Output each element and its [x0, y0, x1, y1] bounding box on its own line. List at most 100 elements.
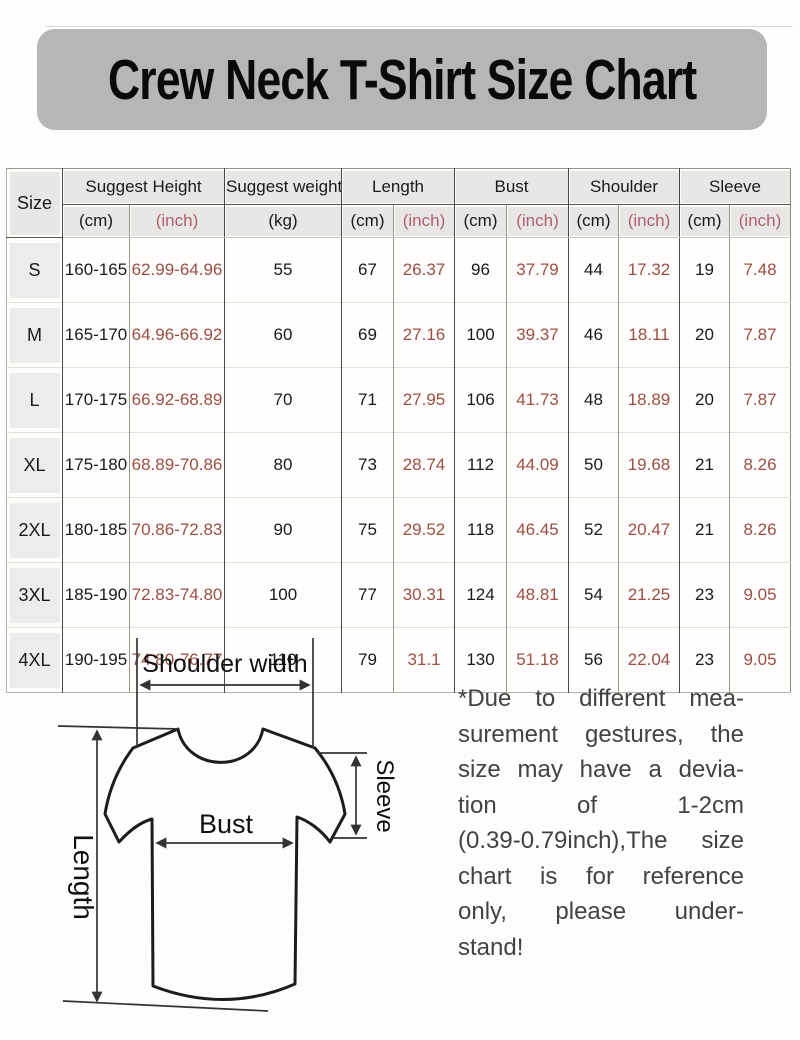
note-line: chart is for reference [458, 862, 744, 890]
size-cell: L [6, 367, 63, 433]
size-cell: M [6, 302, 63, 368]
value-cell: 175-180 [62, 432, 130, 498]
value-cell: 8.26 [728, 497, 791, 563]
value-cell: 124 [454, 562, 507, 628]
value-cell: 165-170 [62, 302, 130, 368]
unit-shoulder-cm: (cm) [568, 204, 619, 238]
size-cell: XL [6, 432, 63, 498]
table-row: XL 175-180 68.89-70.86 80 73 28.74 112 44.09 50 1… [6, 432, 791, 498]
value-cell: 190-195 [62, 627, 130, 693]
tshirt-measure-diagram: Shoulder width Length Bust Sleeve [30, 630, 430, 1040]
shoulder-width-label: Shoulder width [142, 650, 307, 678]
value-cell: 68.89-70.86 [129, 432, 225, 498]
unit-weight-kg: (kg) [224, 204, 342, 238]
unit-length-inch: (inch) [393, 204, 455, 238]
col-header-shoulder: Shoulder [568, 168, 680, 205]
value-cell: 62.99-64.96 [129, 237, 225, 303]
value-cell: 71 [341, 367, 394, 433]
page-title: Crew Neck T-Shirt Size Chart [107, 47, 697, 112]
value-cell: 29.52 [393, 497, 455, 563]
unit-length-cm: (cm) [341, 204, 394, 238]
value-cell: 27.95 [393, 367, 455, 433]
value-cell: 27.16 [393, 302, 455, 368]
value-cell: 180-185 [62, 497, 130, 563]
col-header-size: Size [6, 168, 63, 238]
header-group-row: Size Suggest Height Suggest weight Lengt… [6, 168, 791, 238]
value-cell: 18.89 [618, 367, 680, 433]
header-unit-row: (cm) (inch) (kg) (cm) (inch) (cm) (inch)… [7, 204, 791, 238]
length-top-extension-line [57, 725, 179, 730]
value-cell: 30.31 [393, 562, 455, 628]
value-cell: 73 [341, 432, 394, 498]
sleeve-label: Sleeve [371, 759, 398, 832]
note-line: *Due to different mea- [458, 685, 744, 712]
tshirt-outline [103, 727, 347, 1001]
value-cell: 19.68 [618, 432, 680, 498]
value-cell: 118 [454, 497, 507, 563]
length-label: Length [68, 834, 99, 920]
value-cell: 100 [454, 302, 507, 368]
unit-shoulder-inch: (inch) [618, 204, 680, 238]
value-cell: 69 [341, 302, 394, 368]
size-cell: S [7, 238, 63, 303]
value-cell: 44.09 [506, 432, 569, 498]
col-header-sleeve: Sleeve [678, 168, 791, 205]
value-cell: 160-165 [62, 237, 130, 303]
title-bar: Crew Neck T-Shirt Size Chart [37, 29, 767, 130]
value-cell: 9.05 [728, 562, 791, 628]
value-cell: 8.26 [728, 432, 791, 498]
size-cell: 2XL [6, 497, 63, 563]
value-cell: 7.87 [728, 367, 791, 433]
value-cell: 90 [224, 497, 342, 563]
table-row: M 165-170 64.96-66.92 60 69 27.16 100 39.37 46 18… [6, 302, 791, 368]
note-line: only, please under- [458, 898, 744, 925]
value-cell: 66.92-68.89 [129, 367, 225, 433]
top-divider [45, 26, 793, 27]
table-row: S 160-165 62.99-64.96 55 67 26.37 96 37.79 44 17.… [7, 237, 791, 303]
value-cell: 48.81 [506, 562, 569, 628]
unit-sleeve-inch: (inch) [728, 204, 791, 238]
value-cell: 50 [568, 432, 619, 498]
value-cell: 20 [679, 367, 730, 433]
value-cell: 23 [679, 562, 730, 628]
unit-height-cm: (cm) [62, 204, 130, 238]
value-cell: 20 [679, 302, 730, 368]
value-cell: 21 [679, 497, 730, 563]
size-table-body: S 160-165 62.99-64.96 55 67 26.37 96 37.79 44 17.… [6, 237, 791, 693]
col-header-suggest-height: Suggest Height [62, 168, 225, 205]
bust-label: Bust [199, 809, 254, 839]
value-cell: 19 [679, 237, 730, 303]
value-cell: 56 [568, 627, 619, 693]
table-row: L 170-175 66.92-68.89 70 71 27.95 106 41.73 48 18… [6, 367, 791, 433]
value-cell: 55 [224, 237, 342, 303]
unit-sleeve-cm: (cm) [679, 204, 730, 238]
value-cell: 48 [568, 367, 619, 433]
table-row: 2XL 180-185 70.86-72.83 90 75 29.52 118 46.45 52… [6, 497, 791, 563]
note-line: size may have a devia- [458, 756, 744, 783]
value-cell: 170-175 [62, 367, 130, 433]
value-cell: 22.04 [618, 627, 680, 693]
value-cell: 72.83-74.80 [129, 562, 225, 628]
unit-height-inch: (inch) [129, 204, 225, 238]
value-cell: 112 [454, 432, 507, 498]
value-cell: 23 [679, 627, 730, 693]
value-cell: 106 [454, 367, 507, 433]
size-cell: 3XL [6, 562, 63, 628]
value-cell: 46.45 [506, 497, 569, 563]
value-cell: 20.47 [618, 497, 680, 563]
value-cell: 46 [568, 302, 619, 368]
value-cell: 37.79 [506, 237, 569, 303]
tshirt-diagram-svg: Shoulder width Length Bust Sleeve [57, 638, 398, 1012]
value-cell: 75 [341, 497, 394, 563]
table-row: 3XL 185-190 72.83-74.80 100 77 30.31 124 48.81 5… [6, 562, 791, 628]
note-line: stand! [458, 933, 524, 961]
value-cell: 70 [224, 367, 342, 433]
value-cell: 21.25 [618, 562, 680, 628]
value-cell: 21 [679, 432, 730, 498]
value-cell: 44 [568, 237, 619, 303]
value-cell: 17.32 [618, 237, 680, 303]
value-cell: 185-190 [62, 562, 130, 628]
value-cell: 67 [341, 237, 394, 303]
unit-bust-inch: (inch) [506, 204, 569, 238]
